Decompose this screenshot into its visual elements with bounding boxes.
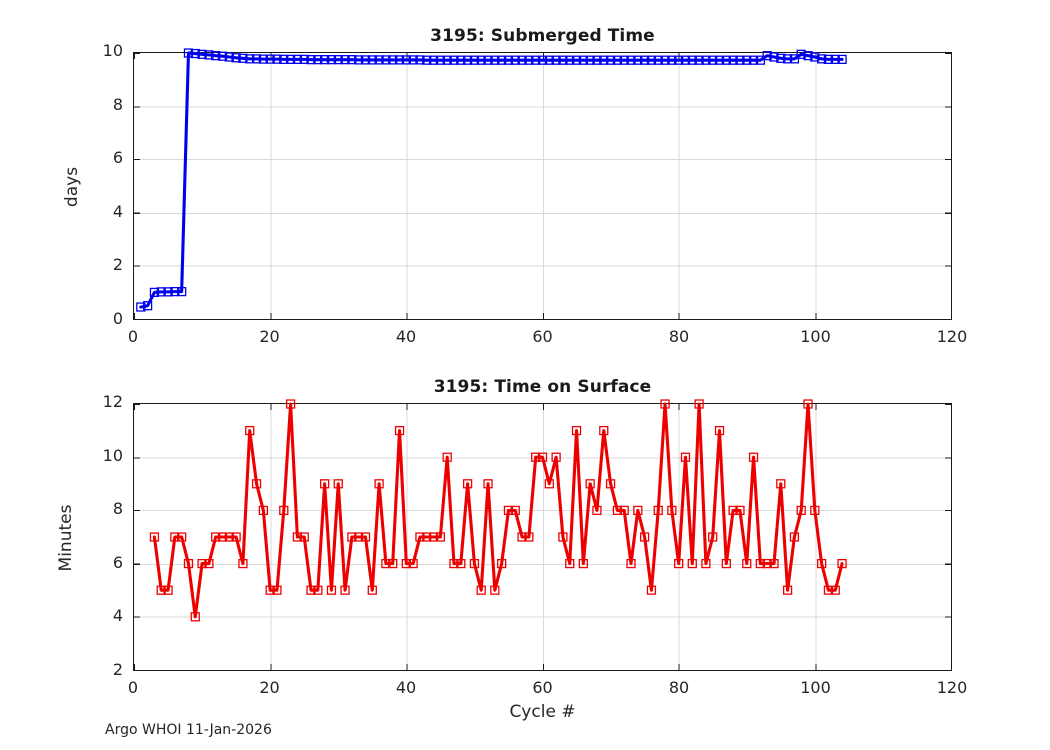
surface-y-tick-12: 12: [102, 392, 123, 411]
submerged-y-tick-0: 0: [112, 309, 123, 328]
submerged-y-tick-6: 6: [112, 148, 123, 168]
surface-x-tick-80: 80: [668, 678, 690, 697]
surface-x-tick-0: 0: [127, 678, 139, 697]
submerged-x-tick-80: 80: [668, 327, 690, 346]
submerged-x-tick-0: 0: [127, 327, 139, 346]
surface-y-tick-2: 2: [112, 660, 123, 679]
submerged-x-tick-20: 20: [259, 327, 280, 346]
submerged-x-tick-40: 40: [395, 327, 417, 346]
surface-x-tick-20: 20: [259, 678, 280, 697]
submerged-y-tick-2: 2: [112, 255, 123, 275]
surface-x-axis-label: Cycle #: [509, 702, 576, 722]
submerged-x-tick-100: 100: [800, 327, 831, 346]
surface-y-tick-4: 4: [112, 606, 123, 626]
surface-x-tick-120: 120: [936, 678, 968, 697]
surface-chart-title: 3195: Time on Surface: [433, 377, 652, 397]
surface-y-tick-8: 8: [112, 499, 123, 519]
surface-x-tick-40: 40: [395, 678, 417, 697]
submerged-y-axis-label: days: [62, 166, 82, 208]
surface-series-canvas: [133, 399, 953, 672]
submerged-plot-area: [133, 48, 953, 321]
submerged-chart-title: 3195: Submerged Time: [430, 26, 655, 46]
submerged-x-tick-60: 60: [532, 327, 553, 346]
surface-y-axis-label: Minutes: [56, 504, 76, 572]
submerged-y-tick-4: 4: [112, 201, 123, 221]
surface-x-tick-60: 60: [532, 678, 553, 697]
surface-plot-area: [133, 399, 953, 672]
figure-footer-note: Argo WHOI 11-Jan-2026: [105, 722, 272, 738]
submerged-x-tick-120: 120: [936, 327, 968, 346]
submerged-y-tick-10: 10: [102, 41, 123, 60]
surface-y-tick-10: 10: [102, 445, 123, 465]
surface-y-tick-6: 6: [112, 552, 123, 572]
submerged-y-tick-8: 8: [112, 94, 123, 114]
surface-x-tick-100: 100: [800, 678, 831, 697]
submerged-series-canvas: [133, 48, 953, 321]
